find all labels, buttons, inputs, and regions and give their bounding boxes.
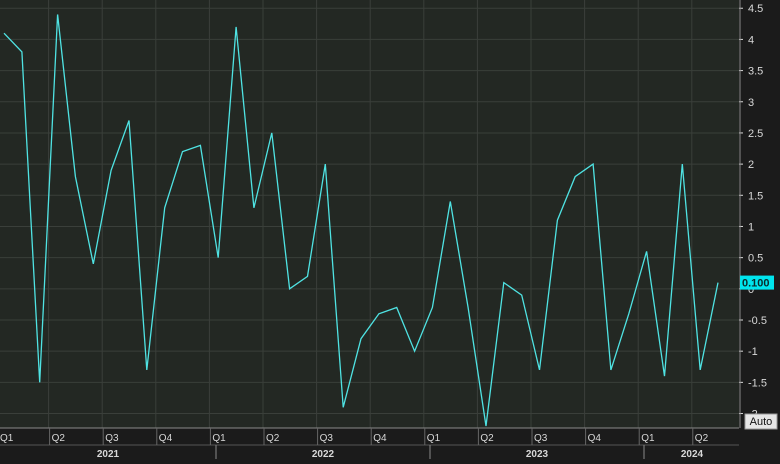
quarter-label: Q1 [212,433,226,444]
quarter-label: Q2 [480,433,494,444]
year-label: 2024 [681,449,704,459]
quarter-label: Q3 [320,433,334,444]
y-tick-label: 4 [748,34,754,46]
y-tick-label: 2.5 [748,128,763,140]
quarter-label: Q4 [588,433,602,444]
auto-scale-button[interactable]: Auto [744,413,778,430]
quarter-label: Q3 [534,433,548,444]
last-value-tag [740,275,774,290]
quarter-label: Q2 [52,433,66,444]
y-tick-label: 3.5 [748,66,763,78]
quarter-label: Q4 [373,433,387,444]
quarter-label: Q2 [266,433,280,444]
auto-scale-label: Auto [750,416,773,428]
quarter-label: Q2 [695,433,709,444]
year-label: 2021 [97,449,120,459]
y-tick-label: 1 [748,221,754,233]
quarter-label: Q4 [159,433,173,444]
quarter-label: Q3 [105,433,119,444]
y-tick-label: 0.5 [748,253,763,265]
y-tick-label: 4.5 [748,3,763,15]
series-layer [3,14,719,427]
series-line [3,14,719,427]
y-tick-label: -1.5 [748,377,767,389]
y-tick-label: -1 [748,346,758,358]
year-label: 2023 [526,449,549,459]
year-label: 2022 [312,449,335,459]
last-value-label: 0.100 [742,278,770,290]
y-tick-label: -0.5 [748,315,767,327]
y-tick-label: 0 [748,284,754,296]
y-tick-label: 2 [748,159,754,171]
quarter-label: Q1 [427,433,441,444]
quarter-label: Q1 [0,433,14,444]
y-tick-label: 1.5 [748,190,763,202]
grid [0,0,739,428]
y-tick-label: 3 [748,97,754,109]
plot-area [0,0,739,428]
quarter-label: Q1 [641,433,655,444]
